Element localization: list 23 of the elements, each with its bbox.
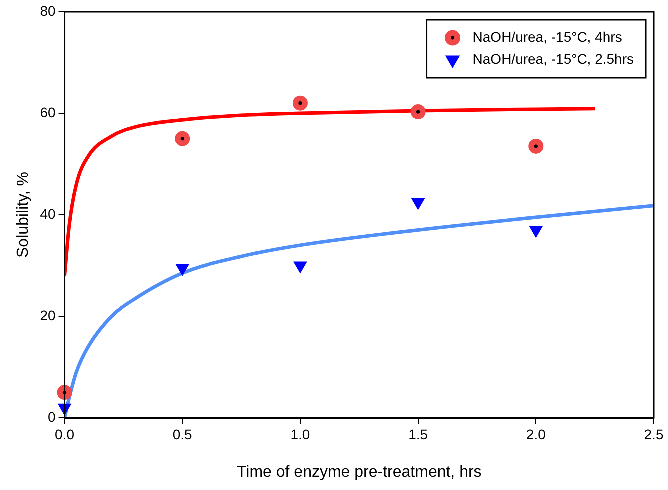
x-axis-title: Time of enzyme pre-treatment, hrs — [236, 464, 482, 481]
legend-label: NaOH/urea, -15°C, 4hrs — [472, 28, 622, 45]
x-tick-label: 2.0 — [526, 426, 546, 442]
point — [410, 104, 426, 120]
y-tick-label: 60 — [40, 104, 56, 120]
x-tick-label: 1.5 — [408, 426, 428, 442]
point — [412, 198, 425, 210]
x-tick-label: 0.0 — [55, 426, 75, 442]
y-tick-label: 80 — [40, 2, 56, 19]
legend-label: NaOH/urea, -15°C, 2.5hrs — [472, 50, 634, 67]
point — [528, 138, 544, 154]
y-tick-label: 40 — [40, 206, 56, 222]
y-axis-title: Solubility, % — [15, 172, 32, 258]
y-tick-label: 0 — [48, 408, 56, 425]
point — [176, 264, 190, 276]
point — [530, 226, 543, 238]
point — [292, 96, 308, 111]
x-tick-label: 0.5 — [172, 426, 193, 442]
x-tick-label: 1.0 — [290, 426, 310, 442]
point — [175, 131, 190, 146]
x-tick-label: 2.5 — [644, 426, 664, 442]
y-tick-label: 20 — [40, 307, 56, 324]
point — [294, 262, 308, 274]
